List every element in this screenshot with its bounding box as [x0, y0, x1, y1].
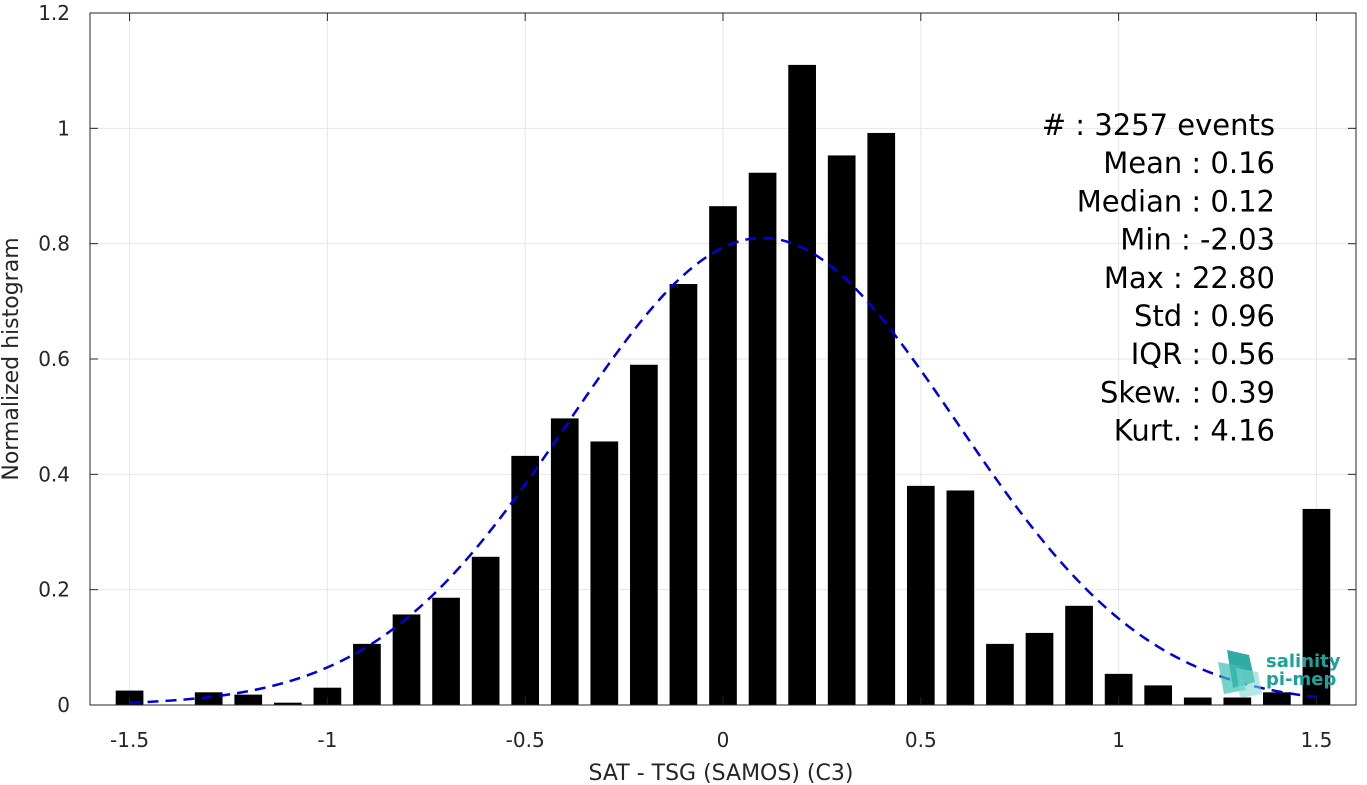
stat-line-5: Std : 0.96: [1134, 299, 1275, 333]
x-axis-label: SAT - TSG (SAMOS) (C3): [589, 761, 854, 785]
stat-line-8: Kurt. : 4.16: [1114, 414, 1275, 448]
stat-line-1: Mean : 0.16: [1103, 146, 1275, 180]
bar-18: [827, 155, 856, 706]
x-tick-label-0: -1.5: [110, 728, 149, 752]
bar-3: [234, 694, 263, 705]
y-tick-label-4: 0.8: [38, 232, 70, 256]
bar-6: [353, 643, 381, 705]
stat-line-6: IQR : 0.56: [1131, 337, 1275, 371]
bar-21: [946, 490, 975, 705]
stat-line-0: # : 3257 events: [1042, 108, 1275, 142]
bar-12: [590, 441, 619, 705]
bar-17: [788, 64, 816, 705]
bar-19: [867, 132, 896, 706]
y-tick-label-5: 1: [57, 116, 70, 140]
axis-ticks: [90, 12, 1356, 706]
x-tick-label-2: -0.5: [506, 728, 545, 752]
bar-26: [1144, 685, 1173, 705]
y-tick-label-2: 0.4: [38, 462, 70, 486]
bar-8: [432, 597, 460, 705]
bar-11: [550, 418, 579, 705]
bar-22: [986, 643, 1014, 705]
normal-fit-curve: [129, 236, 1317, 704]
salinity-pimep-logo: salinity pi-mep: [1218, 650, 1341, 698]
y-tick-labels: 0 0.2 0.4 0.6 0.8 1 1.2: [38, 1, 70, 717]
bar-24: [1065, 605, 1093, 705]
stat-line-2: Median : 0.12: [1077, 184, 1275, 218]
bar-14: [669, 284, 698, 705]
x-tick-label-3: 0: [717, 728, 730, 752]
stat-line-3: Min : -2.03: [1120, 223, 1275, 257]
x-tick-label-1: -1: [317, 728, 337, 752]
bar-7: [392, 614, 421, 705]
bars: [115, 64, 1331, 706]
bar-4: [273, 702, 302, 705]
bar-2: [194, 692, 223, 705]
bar-23: [1025, 632, 1054, 705]
logo-text-salinity: salinity: [1266, 651, 1341, 672]
y-axis-label: Normalized histogram: [0, 237, 24, 480]
bar-10: [511, 455, 540, 705]
bar-15: [709, 206, 737, 705]
bar-28: [1223, 697, 1252, 705]
stat-line-7: Skew. : 0.39: [1100, 375, 1275, 409]
bar-30: [1302, 508, 1331, 705]
bar-16: [748, 172, 777, 705]
bar-20: [906, 485, 935, 705]
x-tick-label-5: 1: [1112, 728, 1125, 752]
stats-block: # : 3257 events Mean : 0.16 Median : 0.12 M…: [1042, 108, 1275, 448]
y-tick-label-3: 0.6: [38, 347, 70, 371]
bar-13: [630, 364, 658, 705]
bar-5: [313, 687, 342, 705]
salinity-pimep-logo-icon: [1218, 650, 1262, 698]
x-tick-label-4: 0.5: [905, 728, 937, 752]
y-tick-label-0: 0: [57, 693, 70, 717]
stat-line-4: Max : 22.80: [1104, 261, 1275, 295]
bar-29: [1263, 692, 1291, 705]
bar-27: [1183, 697, 1212, 705]
logo-text-pimep: pi-mep: [1266, 669, 1336, 690]
y-tick-label-6: 1.2: [38, 1, 70, 25]
x-tick-label-6: 1.5: [1301, 728, 1333, 752]
y-tick-label-1: 0.2: [38, 578, 70, 602]
bar-9: [471, 556, 500, 705]
x-tick-labels: -1.5 -1 -0.5 0 0.5 1 1.5: [110, 728, 1332, 752]
